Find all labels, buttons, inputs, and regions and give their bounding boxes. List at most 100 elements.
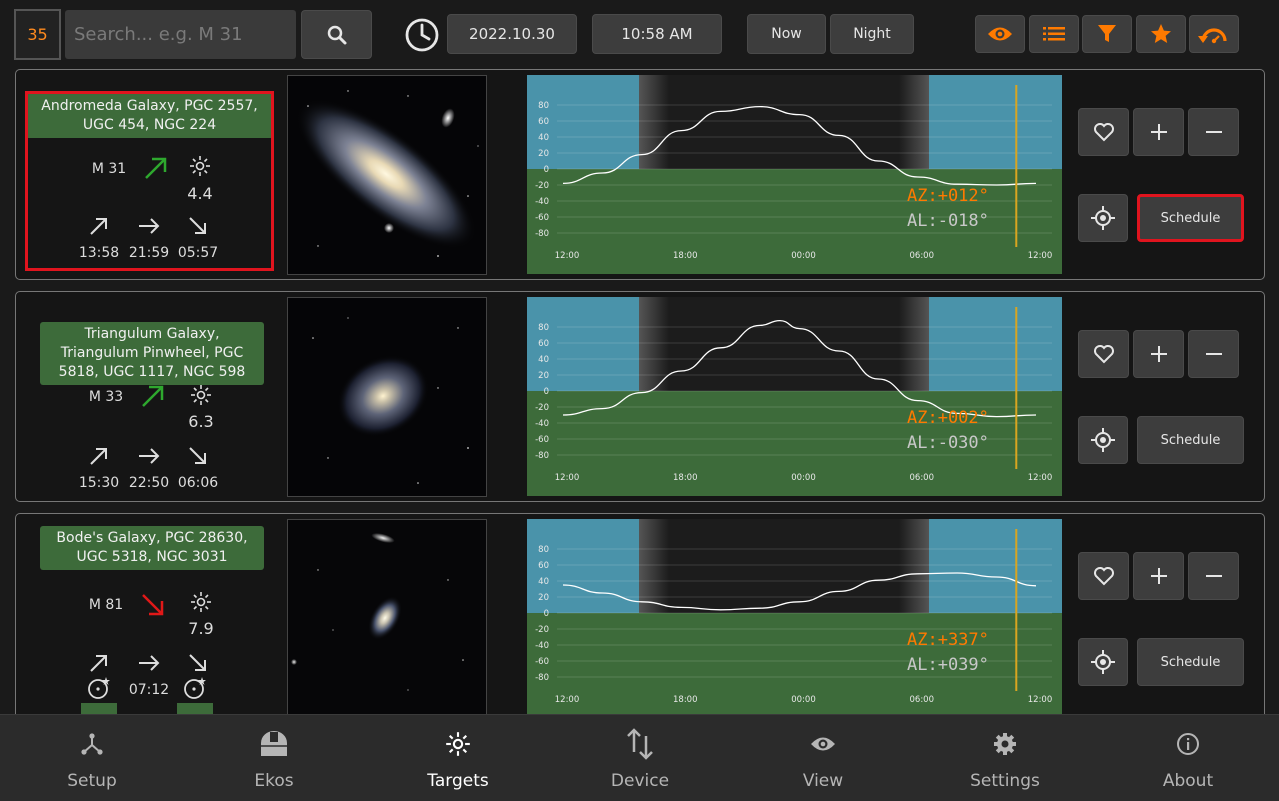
clock-icon[interactable] — [404, 17, 440, 53]
target-info-panel[interactable]: Andromeda Galaxy, PGC 2557, UGC 454, NGC… — [25, 91, 274, 271]
transit-time: 22:50 — [128, 475, 170, 491]
now-button[interactable]: Now — [747, 14, 826, 54]
search-input[interactable] — [65, 10, 296, 59]
rise-time: 15:30 — [78, 475, 120, 491]
rising-arrow-icon — [142, 385, 164, 407]
set-time: 06:06 — [177, 475, 219, 491]
target-row: Bode's Galaxy, PGC 28630, UGC 5318, NGC … — [15, 513, 1265, 715]
y-tick-label: -80 — [535, 229, 549, 239]
bottom-navigation: Setup Ekos Targets Device View Settings … — [0, 714, 1279, 801]
circumpolar-icon — [184, 677, 206, 699]
night-button[interactable]: Night — [830, 14, 914, 54]
y-tick-label: 0 — [544, 387, 549, 397]
target-name: Triangulum Galaxy, Triangulum Pinwheel, … — [40, 322, 264, 385]
y-tick-label: -40 — [535, 641, 549, 651]
circumpolar-indicator — [177, 703, 213, 715]
dusk-twilight-band — [639, 297, 669, 391]
target-name: Bode's Galaxy, PGC 28630, UGC 5318, NGC … — [40, 526, 264, 570]
altitude-chart[interactable]: 80 60 40 20 0 -20 -40 -60 -80 12:00 18:00 00:00 06:0… — [527, 297, 1062, 496]
y-tick-label: -60 — [535, 435, 549, 445]
dawn-twilight-band — [899, 519, 929, 613]
azimuth-readout: AZ:+012° — [907, 186, 989, 206]
remove-button[interactable] — [1188, 330, 1239, 378]
favorite-button[interactable] — [1078, 330, 1129, 378]
y-tick-label: -60 — [535, 213, 549, 223]
nav-device[interactable]: Device — [549, 715, 731, 801]
x-tick-label: 00:00 — [791, 473, 816, 483]
transit-time: 07:12 — [128, 682, 170, 698]
add-button[interactable] — [1133, 552, 1184, 600]
search-button[interactable] — [301, 10, 372, 59]
top-bar: 35 2022.10.30 10:58 AM Now Night — [0, 0, 1279, 68]
undo-icon — [1198, 28, 1227, 44]
night-band — [669, 75, 899, 169]
y-tick-label: -40 — [535, 419, 549, 429]
favorite-button[interactable] — [1078, 552, 1129, 600]
center-target-button[interactable] — [1078, 416, 1128, 464]
rise-arrow-icon — [90, 448, 107, 465]
y-tick-label: 40 — [538, 577, 549, 587]
target-designation: M 33 — [88, 389, 124, 405]
crosshair-icon — [1091, 428, 1115, 452]
remove-button[interactable] — [1188, 552, 1239, 600]
nav-settings[interactable]: Settings — [914, 715, 1096, 801]
add-button[interactable] — [1133, 330, 1184, 378]
altitude-chart[interactable]: 80 60 40 20 0 -20 -40 -60 -80 12:00 18:00 00:00 06:0… — [527, 519, 1062, 715]
y-tick-label: 20 — [538, 593, 549, 603]
altitude-curve — [562, 105, 1037, 186]
time-button[interactable]: 10:58 AM — [592, 14, 722, 54]
minus-icon — [1205, 353, 1222, 355]
nav-targets[interactable]: Targets — [367, 715, 549, 801]
date-button[interactable]: 2022.10.30 — [447, 14, 577, 54]
rise-arrow-icon — [90, 218, 107, 235]
add-button[interactable] — [1133, 108, 1184, 156]
filter-button[interactable] — [1082, 15, 1132, 53]
target-thumbnail[interactable] — [287, 297, 487, 497]
transit-time: 21:59 — [128, 245, 170, 261]
rise-time: 13:58 — [78, 245, 120, 261]
target-thumbnail[interactable] — [287, 75, 487, 275]
favorite-button[interactable] — [1078, 108, 1129, 156]
target-info-panel[interactable]: Bode's Galaxy, PGC 28630, UGC 5318, NGC … — [25, 526, 274, 715]
settings-icon — [994, 733, 1016, 755]
heart-icon — [1093, 123, 1114, 142]
night-band — [669, 297, 899, 391]
dawn-twilight-band — [899, 297, 929, 391]
nav-setup[interactable]: Setup — [1, 715, 183, 801]
y-tick-label: -20 — [535, 181, 549, 191]
target-row: Andromeda Galaxy, PGC 2557, UGC 454, NGC… — [15, 69, 1265, 280]
center-target-button[interactable] — [1078, 194, 1128, 242]
eye-icon — [988, 27, 1012, 41]
target-thumbnail[interactable] — [287, 519, 487, 715]
nav-view[interactable]: View — [732, 715, 914, 801]
favorites-button[interactable] — [1136, 15, 1186, 53]
y-tick-label: 80 — [538, 545, 549, 555]
schedule-button[interactable]: Schedule — [1137, 638, 1244, 686]
y-tick-label: 80 — [538, 101, 549, 111]
reset-button[interactable] — [1189, 15, 1239, 53]
crosshair-icon — [1091, 206, 1115, 230]
nav-label: Ekos — [254, 771, 294, 791]
y-tick-label: 60 — [538, 117, 549, 127]
nav-about[interactable]: About — [1097, 715, 1279, 801]
remove-button[interactable] — [1188, 108, 1239, 156]
target-info-panel[interactable]: Triangulum Galaxy, Triangulum Pinwheel, … — [25, 313, 274, 493]
minus-icon — [1205, 131, 1222, 133]
altitude-chart[interactable]: 80 60 40 20 0 -20 -40 -60 -80 12:00 18:00 00:00 06:0… — [527, 75, 1062, 274]
list-view-button[interactable] — [1029, 15, 1079, 53]
nav-ekos[interactable]: Ekos — [183, 715, 365, 801]
y-tick-label: 60 — [538, 339, 549, 349]
center-target-button[interactable] — [1078, 638, 1128, 686]
target-row: Triangulum Galaxy, Triangulum Pinwheel, … — [15, 291, 1265, 502]
below-horizon-band — [527, 613, 1062, 715]
y-tick-label: -80 — [535, 673, 549, 683]
rise-arrow-icon — [90, 655, 107, 672]
schedule-button[interactable]: Schedule — [1137, 194, 1244, 242]
altitude-readout: AL:+039° — [907, 655, 989, 675]
schedule-button[interactable]: Schedule — [1137, 416, 1244, 464]
dusk-twilight-band — [639, 519, 669, 613]
target-magnitude: 7.9 — [188, 619, 214, 638]
y-tick-label: -80 — [535, 451, 549, 461]
visibility-toggle-button[interactable] — [975, 15, 1025, 53]
heart-icon — [1093, 567, 1114, 586]
